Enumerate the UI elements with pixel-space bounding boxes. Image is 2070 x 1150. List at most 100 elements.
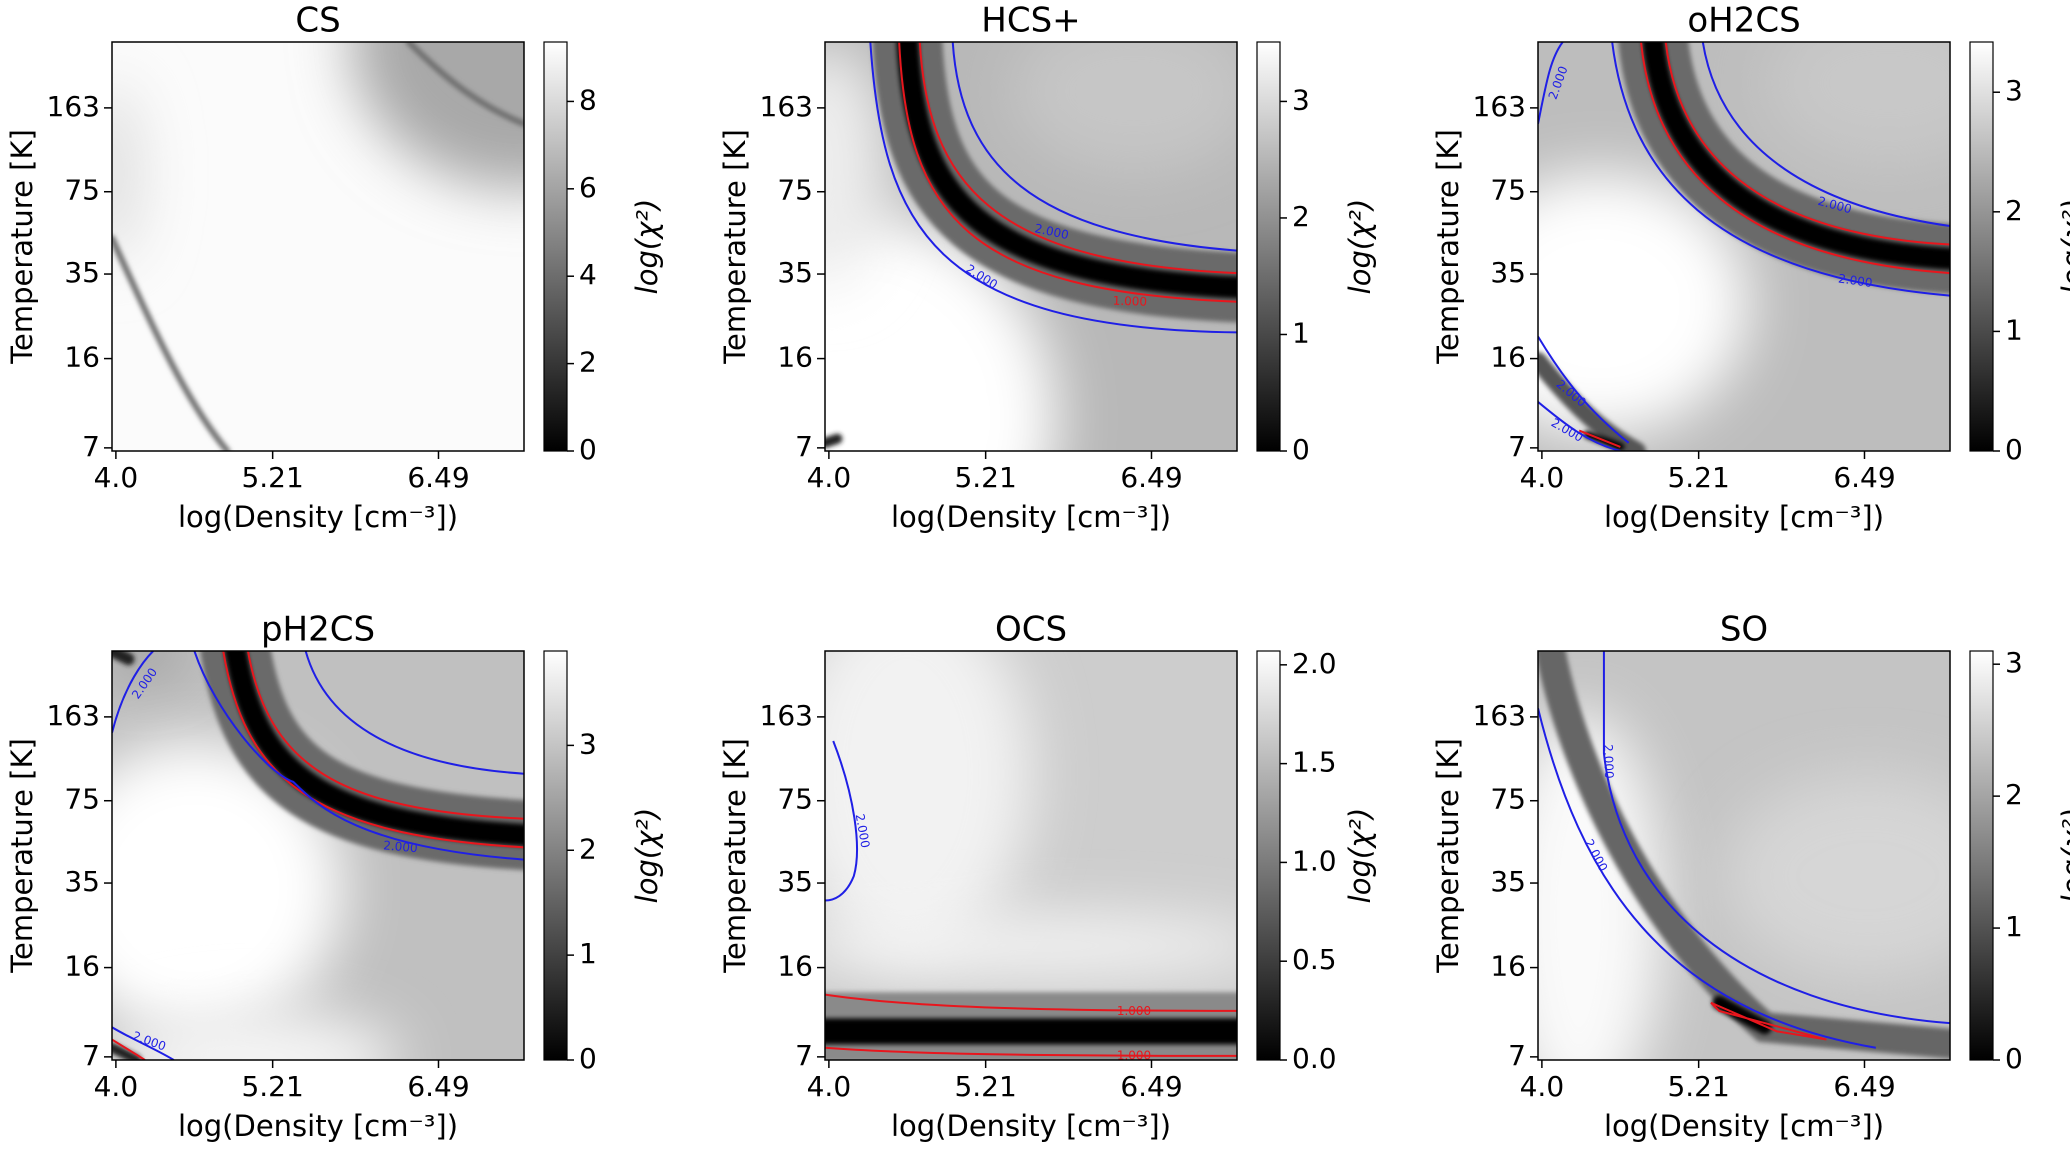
contour-label: 1.000 (1112, 294, 1147, 309)
contour-line (1538, 708, 1876, 1047)
plot-frame (111, 41, 525, 452)
y-tick-label: 75 (1490, 783, 1526, 816)
x-tick-label: 4.0 (807, 1070, 852, 1103)
colorbar-tick-label: 1 (2005, 910, 2023, 943)
x-tick-label: 6.49 (407, 461, 469, 494)
x-tick-label: 6.49 (1120, 1070, 1182, 1103)
y-tick-label: 16 (1490, 950, 1526, 983)
colorbar-tick-label: 1 (579, 937, 597, 970)
panel-title: HCS+ (981, 1, 1080, 41)
heatmap-valley (236, 651, 524, 835)
heatmap-region (1538, 712, 1662, 1060)
heatmap-region (1723, 773, 1950, 979)
contour-line (1641, 42, 1950, 273)
plot-frame (824, 650, 1238, 1061)
contour-line (248, 651, 524, 819)
colorbar-tick-label: 0 (2005, 433, 2023, 466)
panel-title: OCS (995, 610, 1067, 650)
heatmap-region (112, 741, 343, 1036)
heatmap-region (825, 213, 1056, 451)
colorbar-tick-label: 0.0 (1292, 1042, 1337, 1075)
colorbar-tick-label: 0 (579, 1042, 597, 1075)
contour-label: 1.000 (1117, 1048, 1151, 1062)
y-axis-label: Temperature [K] (1431, 738, 1465, 974)
contour-line (306, 651, 524, 774)
x-tick-label: 5.21 (954, 461, 1016, 494)
colorbar (1969, 650, 1994, 1061)
colorbar-tick-label: 2 (579, 346, 597, 379)
x-tick-label: 6.49 (1833, 461, 1895, 494)
contour-line (1538, 42, 1563, 124)
y-tick-label: 35 (1490, 865, 1526, 898)
colorbar-tick-label: 2 (1292, 200, 1310, 233)
y-tick-label: 16 (777, 950, 813, 983)
y-tick-label: 16 (1490, 341, 1526, 374)
y-tick-label: 163 (760, 699, 813, 732)
colorbar-label: log(χ²) (630, 199, 664, 295)
colorbar-tick-label: 2 (2005, 194, 2023, 227)
y-tick-label: 163 (1473, 699, 1526, 732)
y-tick-label: 163 (760, 90, 813, 123)
x-axis-label: log(Density [cm⁻³]) (1604, 500, 1884, 534)
colorbar-tick-label: 3 (2005, 646, 2023, 679)
y-tick-label: 35 (64, 256, 100, 289)
panel: 1.000 1.000 2.000 4.0 5.21 6.49 7 16 35 75 163 OCS l… (718, 610, 1377, 1144)
y-axis-label: Temperature [K] (718, 738, 752, 974)
heatmap (1538, 42, 1950, 451)
x-axis-label: log(Density [cm⁻³]) (891, 500, 1171, 534)
y-tick-label: 163 (1473, 90, 1526, 123)
y-tick-label: 7 (82, 430, 100, 463)
y-tick-label: 7 (1508, 430, 1526, 463)
colorbar-tick-label: 2.0 (1292, 647, 1337, 680)
x-tick-label: 6.49 (1120, 461, 1182, 494)
colorbar-tick-label: 1 (1292, 316, 1310, 349)
contour-line (825, 741, 857, 901)
contour-label: 2.000 (1837, 271, 1873, 290)
heatmap-region (825, 651, 1031, 958)
colorbar (543, 650, 568, 1061)
plot-frame (1537, 41, 1951, 452)
y-axis-label: Temperature [K] (718, 129, 752, 365)
contour-line (870, 42, 1237, 332)
colorbar-tick-label: 0 (1292, 433, 1310, 466)
contour-label: 2.000 (853, 813, 873, 849)
y-tick-label: 75 (64, 174, 100, 207)
heatmap-region (1010, 42, 1237, 173)
contour-line (1579, 431, 1620, 447)
x-tick-label: 4.0 (807, 461, 852, 494)
colorbar (1256, 41, 1281, 452)
panel-title: pH2CS (261, 610, 375, 650)
heatmap-valley (1653, 42, 1950, 259)
y-tick-label: 75 (777, 174, 813, 207)
colorbar-tick-label: 3 (1292, 83, 1310, 116)
colorbar-tick-label: 6 (579, 171, 597, 204)
colorbar-tick-label: 1.5 (1292, 746, 1337, 779)
panel-title: oH2CS (1687, 1, 1800, 41)
colorbar-tick-label: 2 (579, 832, 597, 865)
heatmap-region (112, 82, 141, 263)
y-tick-label: 35 (1490, 256, 1526, 289)
heatmap (1538, 651, 1950, 1060)
colorbar-tick-label: 0 (579, 433, 597, 466)
y-axis-label: Temperature [K] (5, 738, 39, 974)
colorbar-label: log(χ²) (1343, 199, 1377, 295)
colorbar-tick-label: 1 (2005, 313, 2023, 346)
contour-label: 2.000 (383, 838, 418, 855)
y-tick-label: 35 (64, 865, 100, 898)
y-tick-label: 16 (64, 950, 100, 983)
heatmap-region (1538, 172, 1749, 435)
y-tick-label: 75 (64, 783, 100, 816)
y-tick-label: 35 (777, 256, 813, 289)
x-tick-label: 5.21 (241, 461, 303, 494)
plot-frame (824, 41, 1238, 452)
y-tick-label: 7 (795, 1039, 813, 1072)
x-tick-label: 5.21 (954, 1070, 1016, 1103)
contour-line (1604, 651, 1950, 1023)
y-tick-label: 16 (64, 341, 100, 374)
x-tick-label: 5.21 (241, 1070, 303, 1103)
colorbar (1256, 650, 1281, 1061)
contour-line (1711, 1003, 1826, 1040)
